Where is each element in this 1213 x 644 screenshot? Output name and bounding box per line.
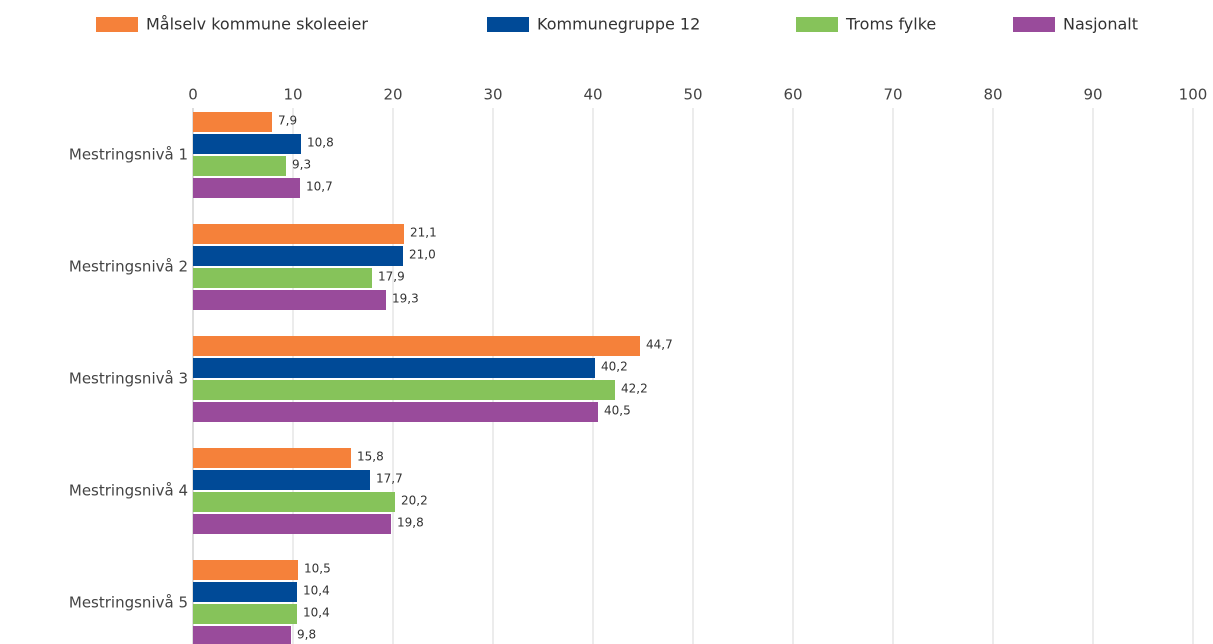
value-label: 9,8 [297, 628, 316, 642]
x-tick-label: 60 [783, 86, 802, 104]
x-tick-label: 90 [1083, 86, 1102, 104]
value-label: 9,3 [292, 158, 311, 172]
value-label: 10,4 [303, 584, 330, 598]
legend-swatch [1013, 17, 1055, 32]
value-label: 17,7 [376, 472, 403, 486]
legend-swatch [796, 17, 838, 32]
x-tick-label: 10 [283, 86, 302, 104]
legend-label: Kommunegruppe 12 [537, 15, 700, 34]
bar [193, 514, 391, 534]
value-label: 21,0 [409, 248, 436, 262]
bar [193, 178, 300, 198]
value-label: 20,2 [401, 494, 428, 508]
bar [193, 448, 351, 468]
bar [193, 268, 372, 288]
bar [193, 582, 297, 602]
y-tick-label: Mestringsnivå 5 [69, 594, 188, 612]
legend-label: Målselv kommune skoleeier [146, 15, 368, 34]
value-label: 10,5 [304, 562, 331, 576]
value-label: 19,3 [392, 292, 419, 306]
bar [193, 560, 298, 580]
legend-swatch [487, 17, 529, 32]
y-tick-label: Mestringsnivå 3 [69, 370, 188, 388]
bar [193, 134, 301, 154]
bar [193, 626, 291, 644]
value-label: 40,2 [601, 360, 628, 374]
value-label: 17,9 [378, 270, 405, 284]
x-tick-label: 70 [883, 86, 902, 104]
value-label: 44,7 [646, 338, 673, 352]
legend-label: Troms fylke [845, 15, 936, 34]
legend-label: Nasjonalt [1063, 15, 1138, 34]
value-label: 21,1 [410, 226, 437, 240]
bar [193, 380, 615, 400]
x-tick-label: 80 [983, 86, 1002, 104]
value-label: 10,4 [303, 606, 330, 620]
bar [193, 358, 595, 378]
y-tick-label: Mestringsnivå 1 [69, 146, 188, 164]
bar [193, 246, 403, 266]
x-tick-label: 20 [383, 86, 402, 104]
x-tick-label: 30 [483, 86, 502, 104]
value-label: 10,8 [307, 136, 334, 150]
x-tick-label: 0 [188, 86, 198, 104]
bar [193, 112, 272, 132]
bar [193, 604, 297, 624]
value-label: 7,9 [278, 114, 297, 128]
x-tick-label: 50 [683, 86, 702, 104]
bar [193, 156, 286, 176]
x-tick-label: 40 [583, 86, 602, 104]
value-label: 19,8 [397, 516, 424, 530]
bar [193, 224, 404, 244]
value-label: 10,7 [306, 180, 333, 194]
bar [193, 336, 640, 356]
value-label: 40,5 [604, 404, 631, 418]
value-label: 42,2 [621, 382, 648, 396]
bar [193, 470, 370, 490]
y-tick-label: Mestringsnivå 2 [69, 258, 188, 276]
bar [193, 492, 395, 512]
value-label: 15,8 [357, 450, 384, 464]
legend-swatch [96, 17, 138, 32]
y-tick-label: Mestringsnivå 4 [69, 482, 188, 500]
bar [193, 402, 598, 422]
x-tick-label: 100 [1179, 86, 1208, 104]
bar [193, 290, 386, 310]
